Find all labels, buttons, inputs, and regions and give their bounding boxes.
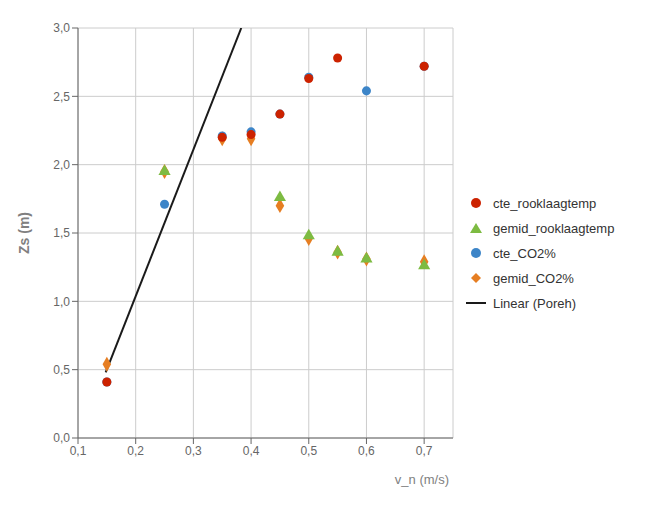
svg-text:Zs (m): Zs (m) <box>16 212 32 254</box>
html-text:cte_rooklaagtemp: cte_rooklaagtemp <box>493 195 597 211</box>
html-text:cte_CO2%: cte_CO2% <box>493 245 556 261</box>
html-text:gemid_CO2%: gemid_CO2% <box>493 270 574 286</box>
svg-text:0,6: 0,6 <box>358 444 375 458</box>
svg-text:0,5: 0,5 <box>53 363 70 377</box>
svg-text:0,3: 0,3 <box>185 444 202 458</box>
svg-text:1,0: 1,0 <box>53 295 70 309</box>
svg-text:0,2: 0,2 <box>127 444 144 458</box>
svg-text:0,0: 0,0 <box>53 431 70 445</box>
svg-text:v_n (m/s): v_n (m/s) <box>395 472 449 487</box>
html-text:Linear (Poreh): Linear (Poreh) <box>493 295 577 311</box>
svg-text:0,1: 0,1 <box>70 444 87 458</box>
html-text:gemid_rooklaagtemp: gemid_rooklaagtemp <box>493 220 615 236</box>
svg-text:3,0: 3,0 <box>53 21 70 35</box>
svg-text:0,5: 0,5 <box>300 444 317 458</box>
svg-text:0,7: 0,7 <box>416 444 433 458</box>
svg-text:0,4: 0,4 <box>243 444 260 458</box>
svg-text:1,5: 1,5 <box>53 226 70 240</box>
svg-text:2,0: 2,0 <box>53 158 70 172</box>
svg-text:2,5: 2,5 <box>53 90 70 104</box>
